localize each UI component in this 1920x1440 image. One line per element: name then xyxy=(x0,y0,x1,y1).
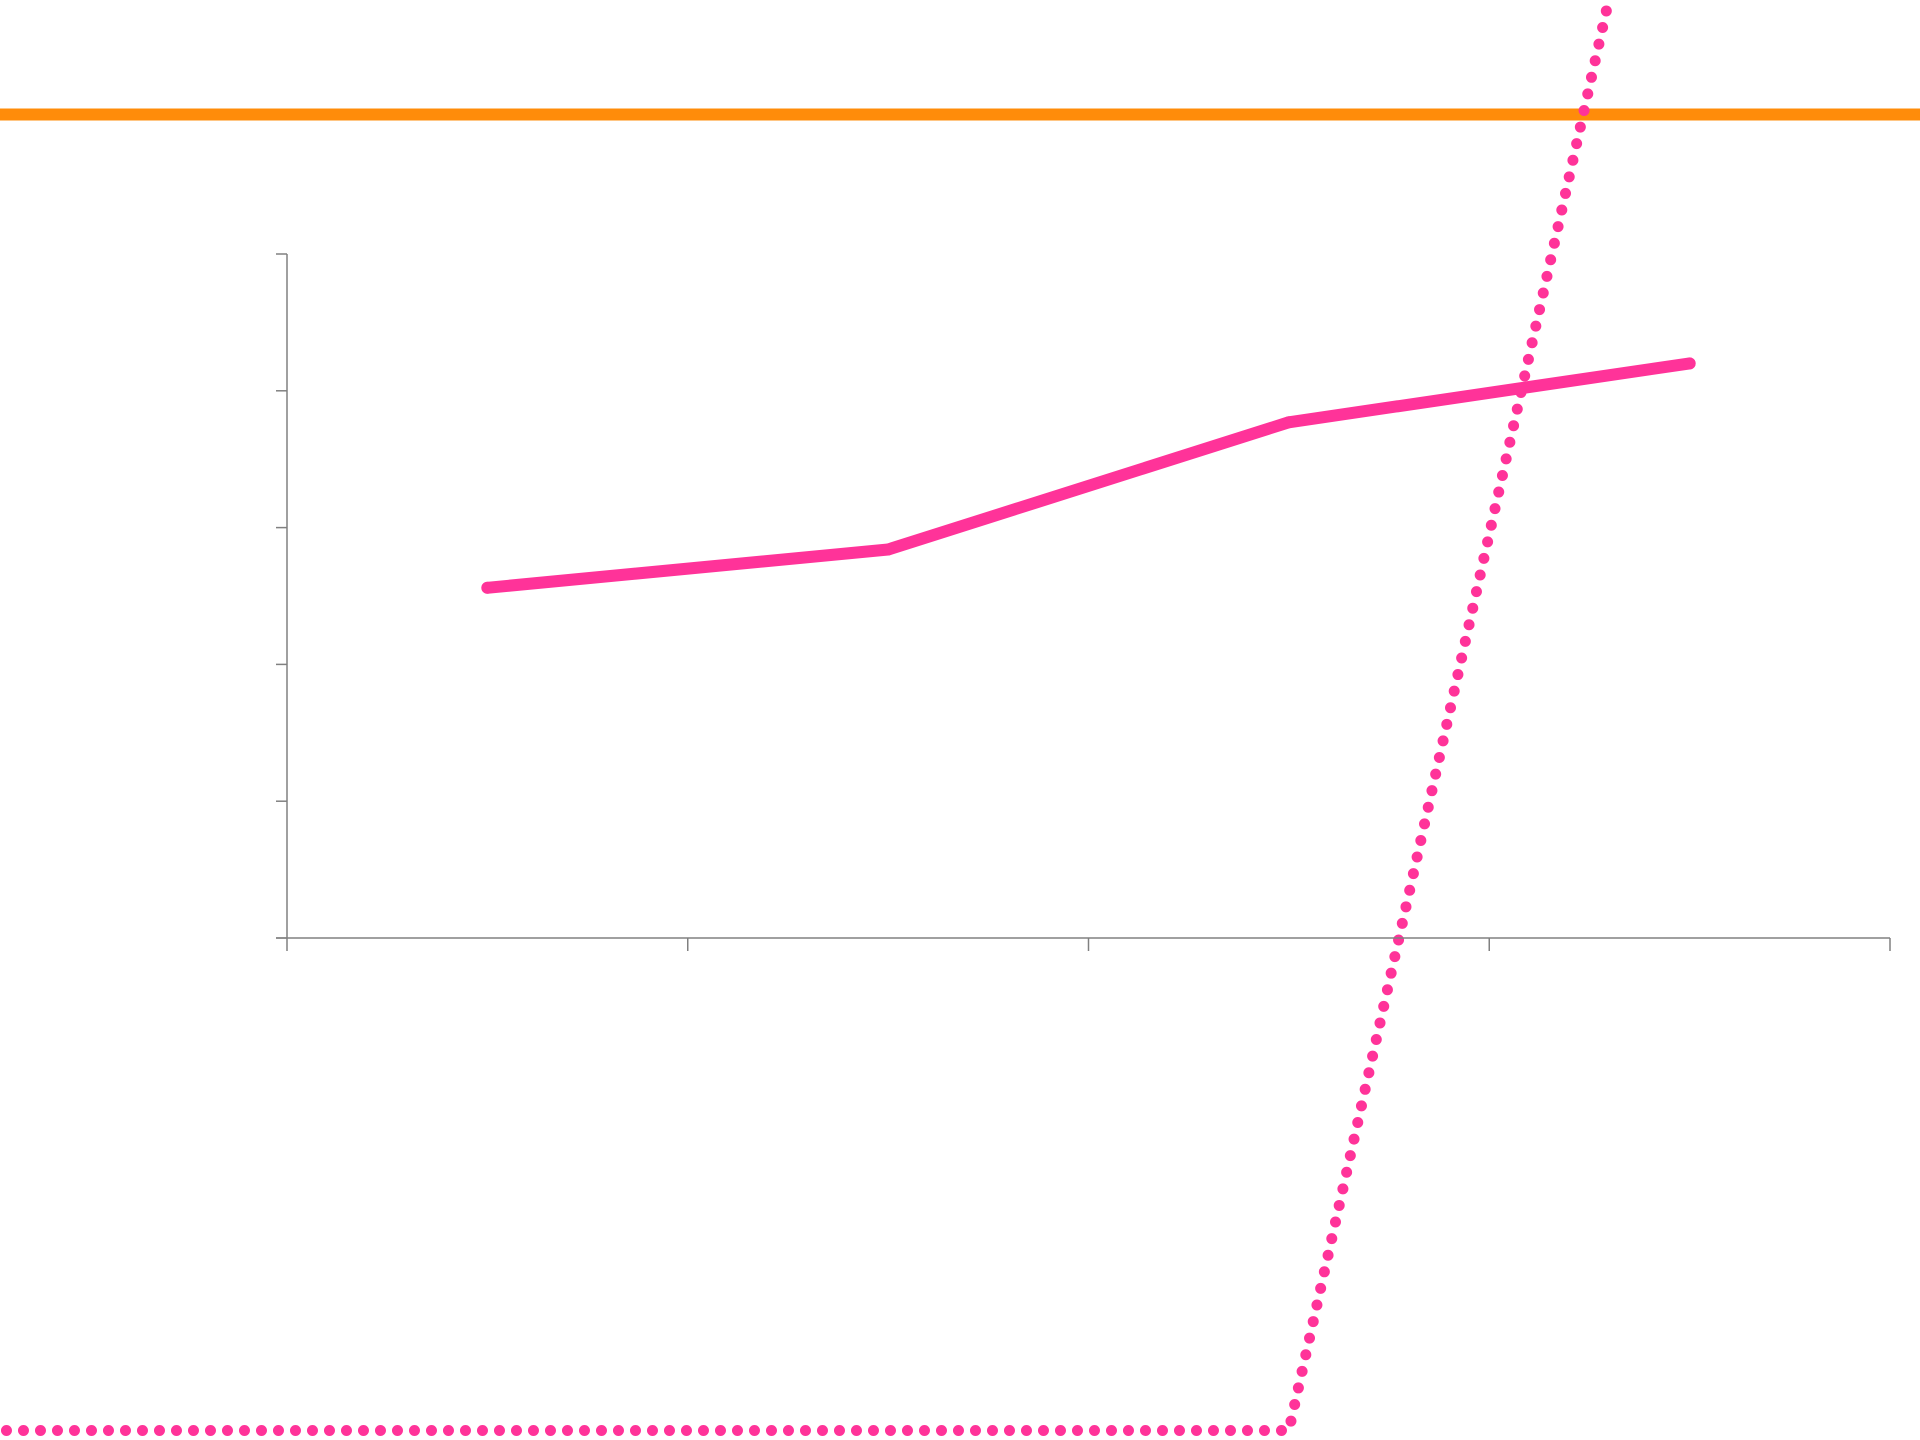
data-point xyxy=(882,543,895,556)
data-point xyxy=(1282,416,1295,429)
dotted-series-line xyxy=(0,0,1615,1436)
series-layer xyxy=(481,357,1696,594)
axes xyxy=(276,253,1891,951)
data-point xyxy=(1683,357,1696,370)
series-line xyxy=(481,357,1696,594)
data-point xyxy=(481,581,494,594)
